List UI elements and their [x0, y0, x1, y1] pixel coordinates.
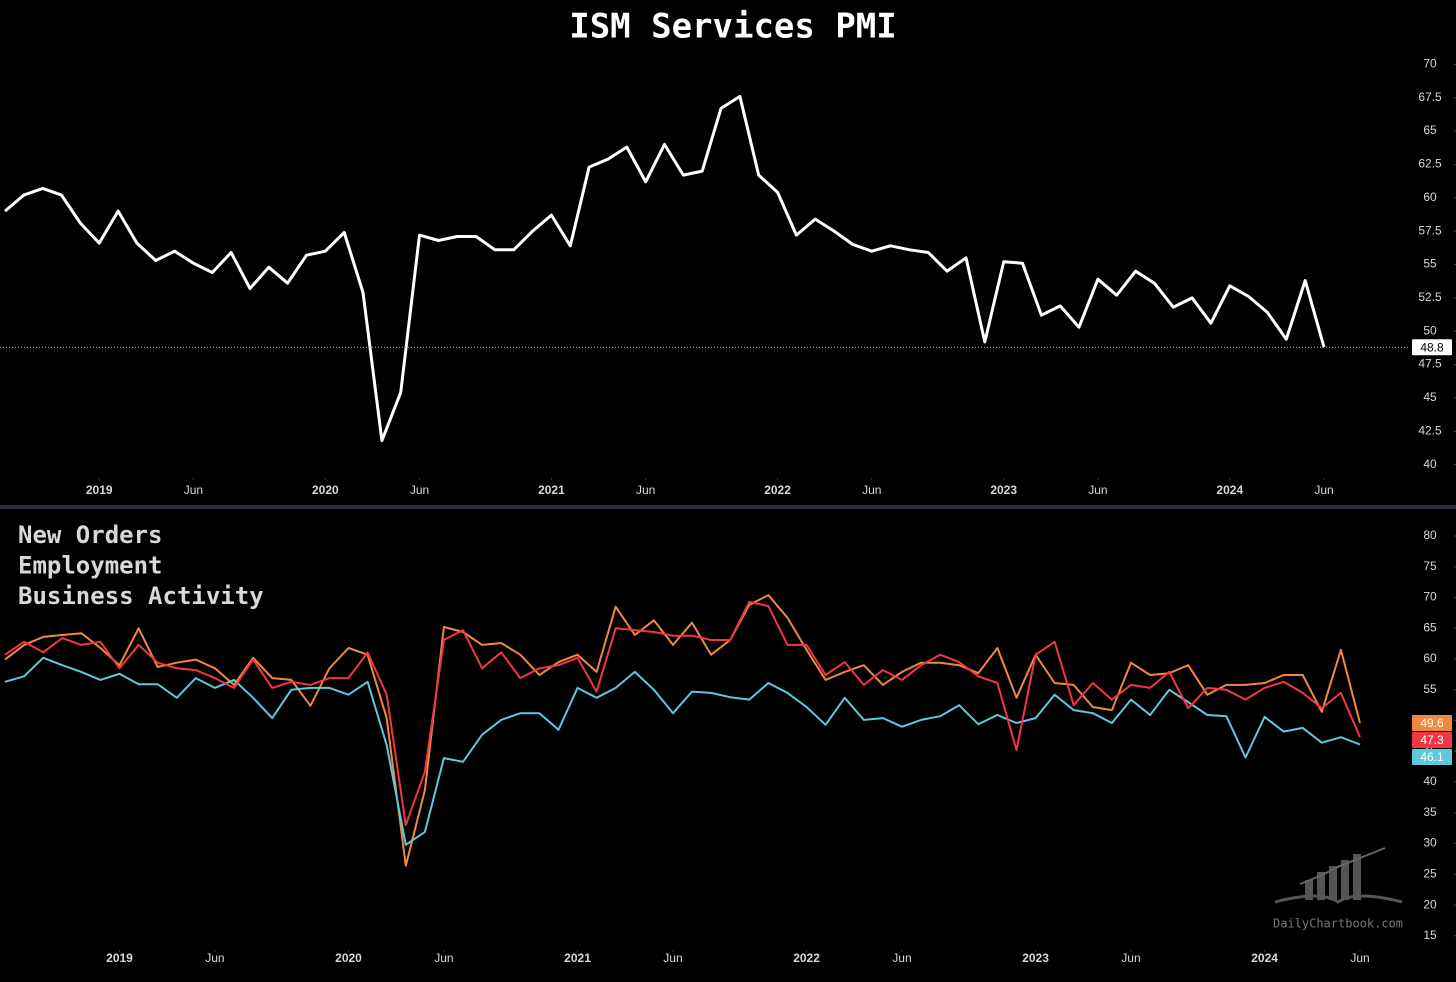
chart-title: ISM Services PMI [569, 7, 897, 47]
last-value-badge [1412, 715, 1452, 732]
y-tick-label: 60 [1423, 651, 1437, 665]
y-tick-label: 80 [1423, 528, 1437, 542]
y-tick-label: 52.5 [1418, 290, 1442, 304]
series-line [4, 656, 1361, 846]
x-tick-label: 2023 [1022, 951, 1049, 965]
x-tick-label: 2024 [1216, 483, 1243, 497]
y-tick-label: 25 [1423, 867, 1437, 881]
legend-entry: Employment [18, 552, 163, 580]
y-tick-label: 70 [1423, 57, 1437, 71]
y-tick-label: 55 [1423, 682, 1437, 696]
y-tick-label: 65 [1423, 123, 1437, 137]
series-line [4, 94, 1326, 443]
x-tick-label: Jun [862, 483, 881, 497]
x-tick-label: Jun [1314, 483, 1333, 497]
x-tick-label: Jun [892, 951, 911, 965]
panel-separator [0, 505, 1456, 509]
x-tick-label: Jun [184, 483, 203, 497]
last-value-label: 47.3 [1420, 733, 1444, 747]
last-value-badge [1412, 749, 1452, 766]
x-tick-label: Jun [636, 483, 655, 497]
x-tick-label: Jun [1088, 483, 1107, 497]
x-tick-label: 2020 [312, 483, 339, 497]
y-tick-label: 40 [1423, 774, 1437, 788]
series-line [4, 600, 1361, 827]
x-tick-label: Jun [434, 951, 453, 965]
y-tick-label: 70 [1423, 590, 1437, 604]
y-tick-label: 20 [1423, 897, 1437, 911]
watermark: DailyChartbook.com [1273, 917, 1403, 931]
y-tick-label: 55 [1423, 257, 1437, 271]
last-value-label: 48.8 [1420, 340, 1444, 354]
y-tick-label: 67.5 [1418, 90, 1442, 104]
y-tick-label: 15 [1423, 928, 1437, 942]
y-tick-label: 75 [1423, 559, 1437, 573]
x-tick-label: 2022 [764, 483, 791, 497]
y-tick-label: 57.5 [1418, 223, 1442, 237]
y-tick-label: 65 [1423, 620, 1437, 634]
x-tick-label: Jun [410, 483, 429, 497]
x-tick-label: Jun [1350, 951, 1369, 965]
last-value-label: 46.1 [1420, 750, 1444, 764]
y-tick-label: 45 [1423, 390, 1437, 404]
y-tick-label: 50 [1423, 323, 1437, 337]
x-tick-label: Jun [1121, 951, 1140, 965]
x-tick-label: 2023 [990, 483, 1017, 497]
x-tick-label: 2021 [538, 483, 565, 497]
y-tick-label: 62.5 [1418, 157, 1442, 171]
x-tick-label: Jun [663, 951, 682, 965]
x-tick-label: 2019 [106, 951, 133, 965]
watermark-icon [1274, 847, 1403, 904]
x-tick-label: Jun [205, 951, 224, 965]
last-value-badge [1412, 339, 1452, 356]
y-tick-label: 42.5 [1418, 423, 1442, 437]
y-tick-label: 30 [1423, 836, 1437, 850]
last-value-label: 49.6 [1420, 716, 1444, 730]
y-tick-label: 35 [1423, 805, 1437, 819]
x-tick-label: 2020 [335, 951, 362, 965]
y-tick-label: 47.5 [1418, 357, 1442, 371]
x-tick-label: 2021 [564, 951, 591, 965]
last-value-badge [1412, 732, 1452, 749]
x-tick-label: 2022 [793, 951, 820, 965]
y-tick-label: 40 [1423, 457, 1437, 471]
y-tick-label: 60 [1423, 190, 1437, 204]
legend-entry: Business Activity [18, 582, 264, 610]
legend-entry: New Orders [18, 521, 163, 549]
x-tick-label: 2024 [1251, 951, 1278, 965]
x-tick-label: 2019 [86, 483, 113, 497]
